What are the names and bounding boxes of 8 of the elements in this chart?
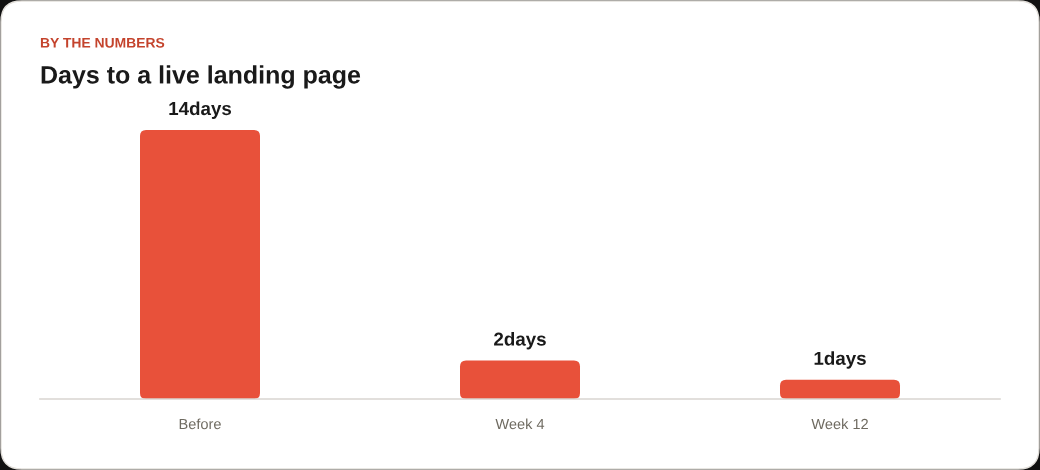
x-tick-label: Week 12	[811, 418, 868, 430]
data-label: 14days	[169, 101, 232, 119]
x-tick-label: Week 4	[495, 418, 545, 430]
data-label: 2days	[494, 331, 546, 350]
chart-title: Days to a live landing page	[41, 65, 361, 89]
chart-subtitle: BY THE NUMBERS	[40, 37, 165, 48]
data-label: 1days	[814, 351, 866, 369]
x-tick-label: Before	[179, 418, 221, 430]
